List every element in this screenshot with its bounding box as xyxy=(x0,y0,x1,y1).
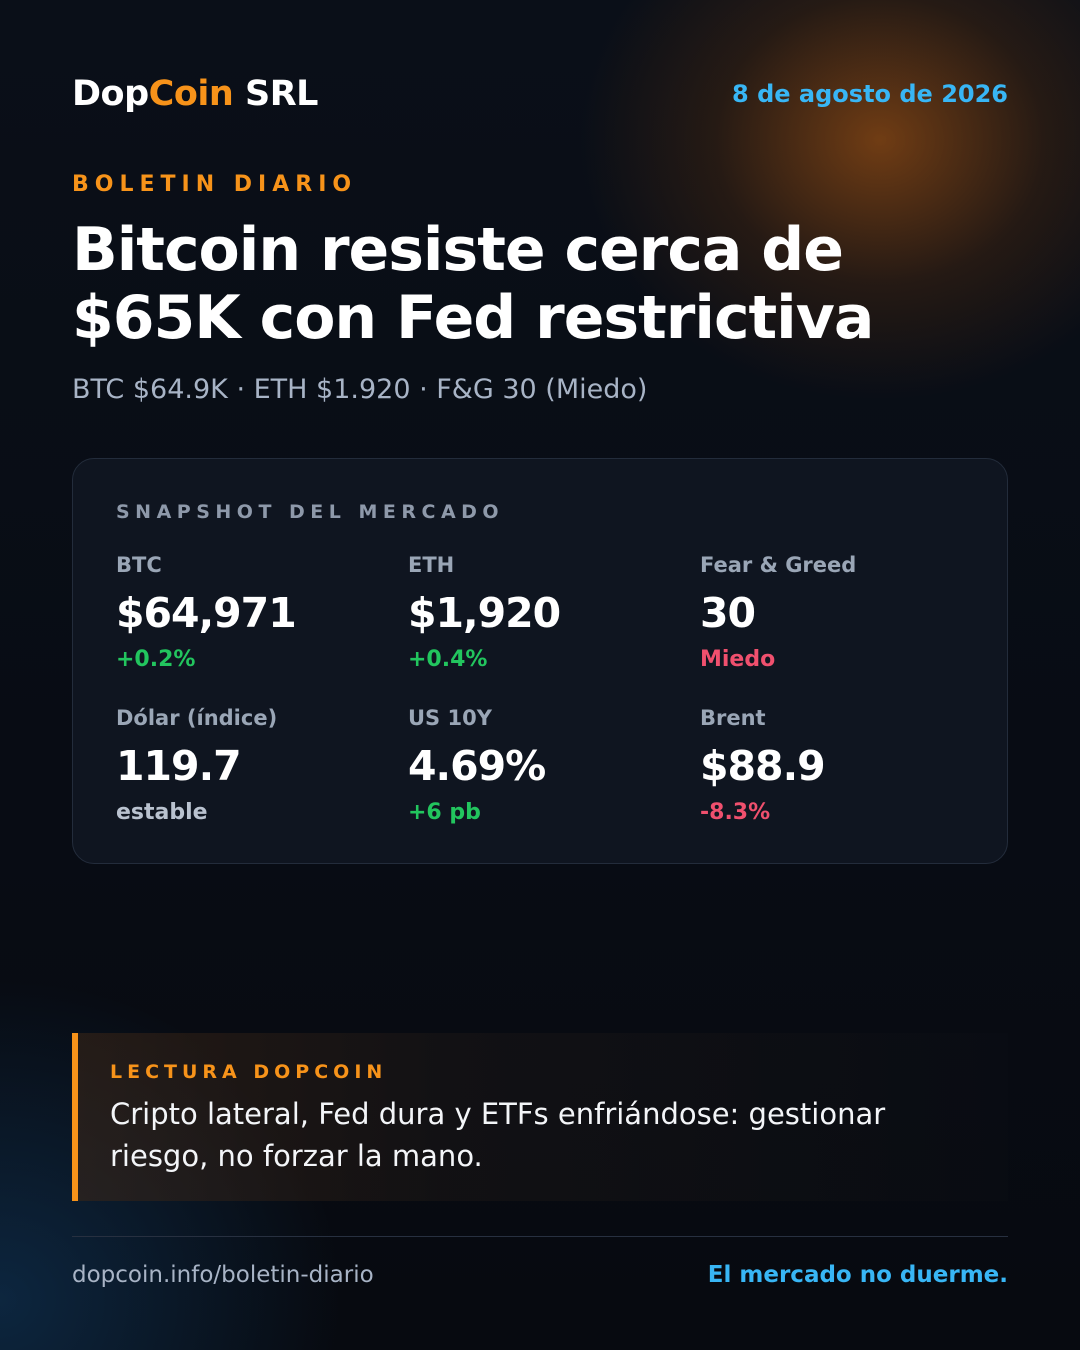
metric-change: +6 pb xyxy=(408,800,481,825)
metric-value: $1,920 xyxy=(408,589,561,637)
brand-name-suffix: SRL xyxy=(233,74,318,114)
metric-label: Fear & Greed xyxy=(700,553,857,577)
section-kicker: BOLETIN DIARIO xyxy=(72,172,358,197)
footer-divider xyxy=(72,1236,1008,1237)
snapshot-title: SNAPSHOT DEL MERCADO xyxy=(116,501,505,523)
headline: Bitcoin resiste cerca de $65K con Fed re… xyxy=(72,215,874,353)
publication-date: 8 de agosto de 2026 xyxy=(732,80,1008,108)
footer-tagline: El mercado no duerme. xyxy=(707,1262,1008,1288)
metric-value: 4.69% xyxy=(408,742,546,790)
metric-change: Miedo xyxy=(700,647,776,672)
metric-dollar-index: Dólar (índice) 119.7 estable xyxy=(116,706,386,825)
metric-change: +0.4% xyxy=(408,647,488,672)
summary-line: BTC $64.9K · ETH $1.920 · F&G 30 (Miedo) xyxy=(72,374,648,405)
metric-label: Dólar (índice) xyxy=(116,706,278,730)
metric-btc: BTC $64,971 +0.2% xyxy=(116,553,386,672)
metric-value: $64,971 xyxy=(116,589,297,637)
metric-label: US 10Y xyxy=(408,706,492,730)
metric-label: ETH xyxy=(408,553,455,577)
metric-value: $88.9 xyxy=(700,742,826,790)
metric-label: Brent xyxy=(700,706,766,730)
brand-logo: DopCoin SRL xyxy=(72,74,318,114)
metric-change: -8.3% xyxy=(700,800,771,825)
metric-label: BTC xyxy=(116,553,162,577)
metric-brent: Brent $88.9 -8.3% xyxy=(700,706,970,825)
metric-change: +0.2% xyxy=(116,647,196,672)
brand-name-accent: Coin xyxy=(148,74,234,114)
metric-value: 119.7 xyxy=(116,742,242,790)
callout-title: LECTURA DOPCOIN xyxy=(110,1061,388,1083)
metric-change: estable xyxy=(116,800,208,825)
metric-eth: ETH $1,920 +0.4% xyxy=(408,553,678,672)
metric-us10y: US 10Y 4.69% +6 pb xyxy=(408,706,678,825)
analysis-callout: LECTURA DOPCOIN Cripto lateral, Fed dura… xyxy=(72,1033,1008,1201)
callout-body: Cripto lateral, Fed dura y ETFs enfriánd… xyxy=(110,1097,886,1173)
footer-url-link[interactable]: dopcoin.info/boletin-diario xyxy=(72,1262,374,1288)
market-snapshot-card: SNAPSHOT DEL MERCADO BTC $64,971 +0.2% E… xyxy=(72,458,1008,864)
brand-name-part1: Dop xyxy=(72,74,149,114)
metric-fear-greed: Fear & Greed 30 Miedo xyxy=(700,553,970,672)
metric-value: 30 xyxy=(700,589,756,637)
